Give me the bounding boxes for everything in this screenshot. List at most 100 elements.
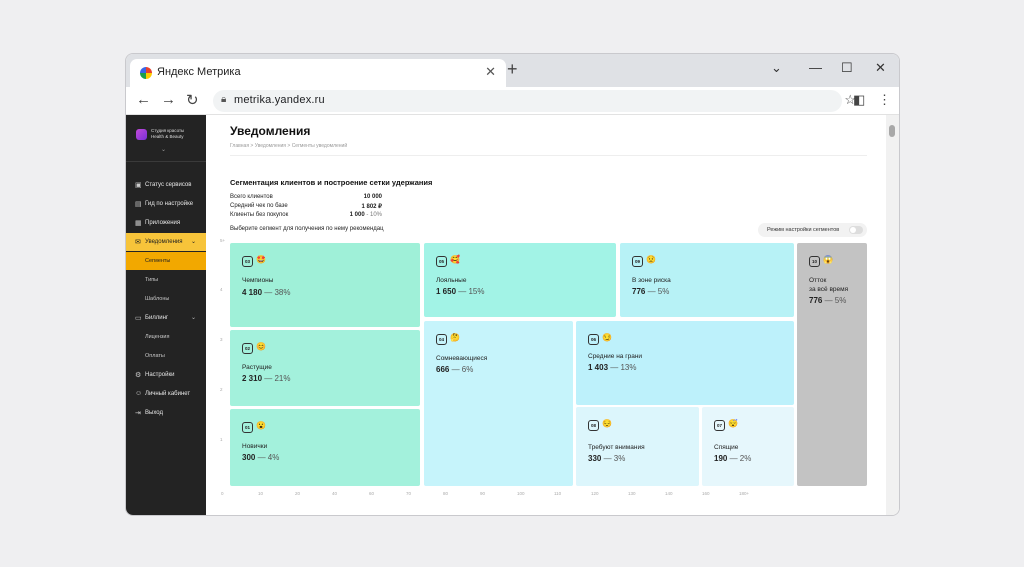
browser-window: Яндекс Метрика ✕ + ⌄ — ☐ ✕ ← → ↻ 🔒︎ metr… [126,54,899,515]
browser-tab[interactable]: Яндекс Метрика ✕ [130,59,506,87]
sidebar-item-label: Шаблоны [145,296,170,302]
browser-toolbar: ← → ↻ 🔒︎ metrika.yandex.ru ☆ ◧ ⋮ [126,87,899,115]
stat-total-clients: Всего клиентов 10 000 [230,194,390,200]
segment-tile-borderline[interactable]: 06 😏 Средние на грани 1 403 — 13% [576,321,794,405]
segment-emoji-icon: 😊 [256,342,266,351]
logout-icon: ⇥ [135,410,141,417]
maximize-button[interactable]: ☐ [841,60,853,75]
metrika-favicon-icon [140,67,152,79]
new-tab-button[interactable]: + [507,59,518,79]
side-panel-icon[interactable]: ◧ [853,92,866,107]
tab-title: Яндекс Метрика [157,66,241,78]
sidebar-item-notifications[interactable]: ✉ Уведомления ⌄ [126,233,206,251]
sidebar-item-guide[interactable]: ▤ Гид по настройке [126,195,206,213]
segment-number-badge: 06 [588,334,599,345]
sidebar-item-account[interactable]: ☺ Личный кабинет [126,385,206,403]
apps-icon: ▦ [135,220,142,227]
tab-strip: Яндекс Метрика ✕ + ⌄ — ☐ ✕ [126,54,899,87]
segment-share: — 3% [601,454,626,463]
x-axis-label: 100 [517,491,525,496]
sidebar-item-logout[interactable]: ⇥ Выход [126,404,206,422]
y-axis-label: 2 [220,387,223,392]
stat-average-check: Средний чек по базе 1 802 ₽ [230,203,390,210]
segment-tile-newbies[interactable]: 01 😮 Новички 300 — 4% [230,409,420,486]
main-content: Уведомления Главная > Уведомления > Сегм… [206,115,886,515]
segment-number-badge: 05 [436,256,447,267]
minimize-button[interactable]: — [809,60,822,75]
stat-extra: - 10% [364,212,382,218]
kebab-menu-icon[interactable]: ⋮ [878,92,891,107]
x-axis-label: 180+ [739,491,750,496]
segment-count: 1 650 [436,287,457,296]
chevron-down-icon: ⌄ [190,315,196,321]
x-axis-label: 160 [702,491,710,496]
close-window-button[interactable]: ✕ [875,60,886,75]
segment-emoji-icon: 🥰 [450,255,460,264]
segment-name: Средние на грани [588,353,643,360]
segment-number-badge: 03 [242,256,253,267]
sidebar-item-label: Типы [145,277,159,283]
header-divider [230,155,867,156]
segment-count: 776 [809,296,823,305]
section-title: Сегментация клиентов и построение сетки … [230,178,433,187]
segment-count: 2 310 [242,374,263,383]
segment-tile-need-attention[interactable]: 08 😔 Требуют внимания 330 — 3% [576,407,699,486]
breadcrumb[interactable]: Главная > Уведомления > Сегменты уведомл… [230,143,348,149]
segment-count: 190 [714,454,728,463]
page-title: Уведомления [230,124,311,138]
brand-name: Студия красоты Health & Beauty [151,128,185,139]
segment-tile-at-risk[interactable]: 09 😟 В зоне риска 776 — 5% [620,243,794,317]
stat-value: 1 802 ₽ [361,204,383,210]
segment-share: — 5% [645,287,670,296]
segment-name: Требуют внимания [588,444,645,451]
toggle-switch[interactable] [849,226,863,234]
x-axis-label: 130 [628,491,636,496]
segment-share: — 13% [608,363,637,372]
x-axis-label: 120 [591,491,599,496]
segment-tile-champions[interactable]: 03 🤩 Чемпионы 4 180 — 38% [230,243,420,327]
brand-logo-icon [136,129,147,140]
sidebar-item-segments[interactable]: Сегменты [126,252,206,270]
segment-count: 776 [632,287,646,296]
segment-tile-loyal[interactable]: 05 🥰 Лояльные 1 650 — 15% [424,243,616,317]
tab-close-icon[interactable]: ✕ [485,64,496,79]
address-url[interactable]: metrika.yandex.ru [234,94,325,106]
x-axis-label: 0 [221,491,224,496]
stat-label: Всего клиентов [230,194,273,200]
back-arrow-icon[interactable]: ← [136,91,151,108]
segment-name: Новички [242,443,268,450]
sidebar-item-license[interactable]: Лицензия [126,328,206,346]
sidebar-item-label: Личный кабинет [145,391,191,397]
reload-icon[interactable]: ↻ [186,92,199,109]
sidebar-item-billing[interactable]: ▭ Биллинг ⌄ [126,309,206,327]
account-switcher[interactable]: Студия красоты Health & Beauty ⌄ [136,127,198,157]
scrollbar-thumb[interactable] [889,125,895,137]
gear-icon: ⚙ [135,372,142,379]
segment-number-badge: 10 [809,256,820,267]
page-scrollbar[interactable] [886,115,899,515]
sidebar-item-types[interactable]: Типы [126,271,206,289]
segment-tile-doubting[interactable]: 04 🤔 Сомневающиеся 666 — 6% [424,321,573,486]
segment-tile-growing[interactable]: 02 😊 Растущие 2 310 — 21% [230,330,420,406]
sidebar-item-payments[interactable]: Оплаты [126,347,206,365]
segment-share: — 2% [727,454,752,463]
address-bar[interactable]: 🔒︎ metrika.yandex.ru ☆ [213,90,856,112]
forward-arrow-icon[interactable]: → [161,91,176,108]
sidebar-item-label: Гид по настройке [145,201,194,207]
guide-icon: ▤ [135,201,142,208]
segment-tile-sleeping[interactable]: 07 😴 Спящие 190 — 2% [702,407,794,486]
segment-name: Лояльные [436,277,467,284]
x-axis-label: 90 [480,491,486,496]
app-sidebar: Студия красоты Health & Beauty ⌄ ▣ Стату… [126,115,206,515]
segment-mode-toggle[interactable]: Режим настройки сегментов [758,223,867,237]
sidebar-item-settings[interactable]: ⚙ Настройки [126,366,206,384]
tab-search-chevron-icon[interactable]: ⌄ [771,60,782,75]
segment-name: Чемпионы [242,277,274,284]
sidebar-item-status[interactable]: ▣ Статус сервисов [126,176,206,194]
bookmark-star-icon[interactable]: ☆ [844,92,856,107]
sidebar-item-apps[interactable]: ▦ Приложения [126,214,206,232]
sidebar-item-label: Лицензия [145,334,170,340]
sidebar-item-templates[interactable]: Шаблоны [126,290,206,308]
segment-tile-churn[interactable]: 10 😱 Отток за всё время 776 — 5% [797,243,867,486]
sidebar-item-label: Сегменты [145,258,171,264]
